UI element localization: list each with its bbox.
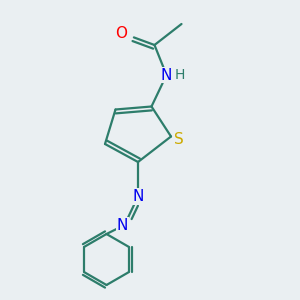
Text: N: N — [161, 68, 172, 82]
Text: H: H — [175, 68, 185, 82]
Text: N: N — [116, 218, 128, 232]
Text: S: S — [174, 132, 183, 147]
Text: O: O — [116, 26, 128, 40]
Text: N: N — [133, 189, 144, 204]
